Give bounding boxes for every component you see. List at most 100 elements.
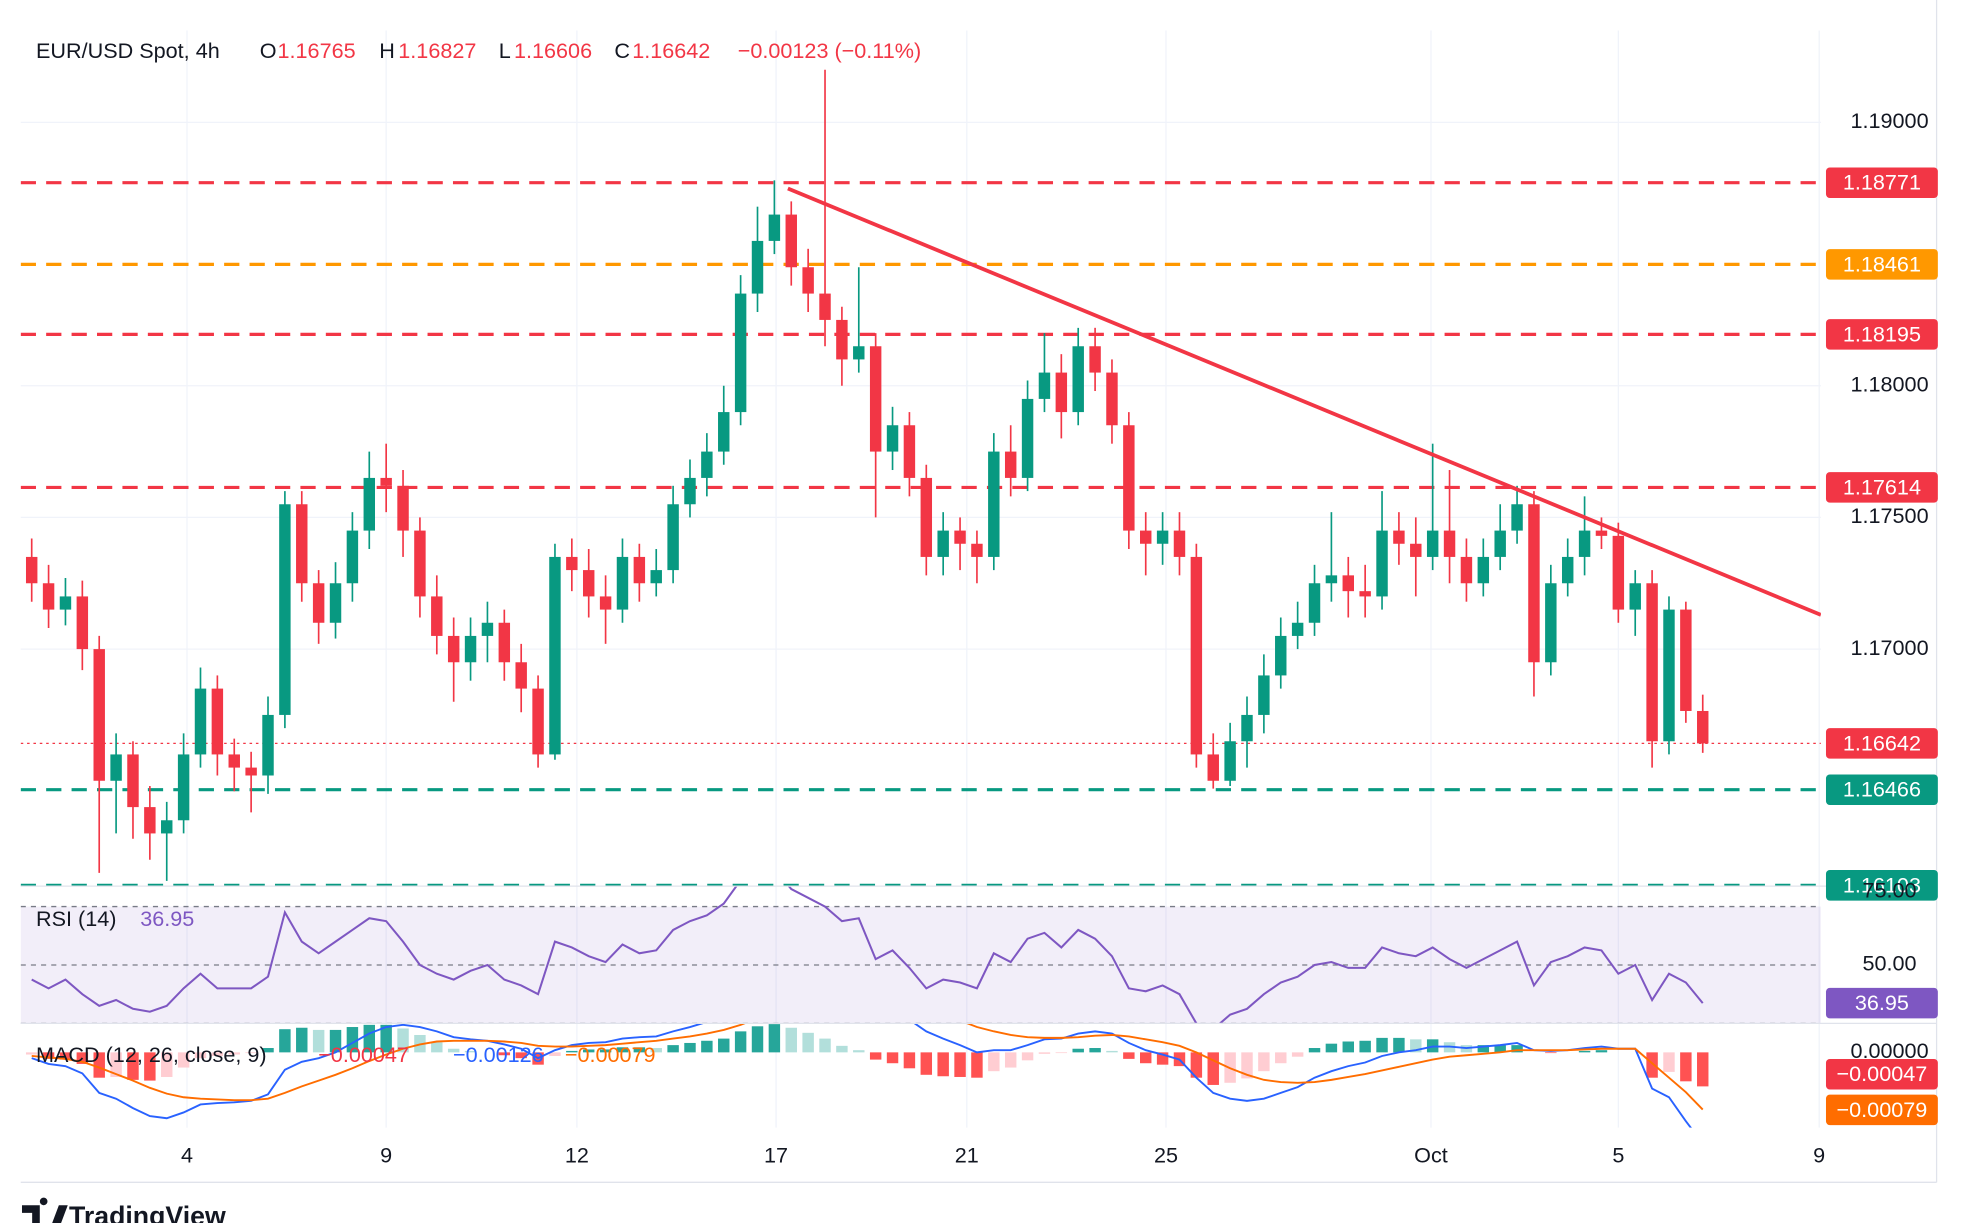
candle-body: [127, 754, 139, 808]
histogram-bar: [363, 1024, 376, 1053]
candle-body: [397, 485, 409, 531]
histogram-bar: [937, 1052, 949, 1077]
level-label-bg: [1825, 249, 1938, 280]
y-tick-label: 0.00000: [1850, 1038, 1928, 1063]
candle-body: [768, 214, 781, 241]
histogram-bar: [1207, 1052, 1219, 1085]
histogram-bar: [1545, 1052, 1557, 1054]
rsi-line: [31, 886, 1704, 1024]
histogram-bar: [920, 1052, 933, 1075]
histogram-bar: [42, 1052, 55, 1059]
trendline: [787, 186, 1821, 617]
overlay-layer: 4 9 12 17 21 25 Oct 5 9 1.17000 1.17500 1.18000 1.19…: [181, 108, 1938, 1168]
histogram-bar: [1055, 1052, 1068, 1054]
histogram-bar: [1342, 1041, 1354, 1053]
candle-body: [566, 556, 578, 571]
candle-body: [920, 477, 933, 557]
symbol: EUR/USD Spot, 4h: [36, 38, 220, 63]
histogram-bar: [768, 1024, 781, 1053]
histogram-bar: [1646, 1052, 1658, 1078]
histogram-bar: [1376, 1037, 1388, 1053]
candle-body: [1308, 583, 1321, 623]
candle-body: [1021, 398, 1034, 478]
candle-body: [954, 530, 966, 544]
histogram-bar: [498, 1052, 511, 1056]
candle-body: [228, 754, 240, 768]
candle-body: [1190, 556, 1203, 755]
histogram-bar: [988, 1052, 1000, 1072]
candle-body: [1207, 754, 1219, 781]
candle-body: [1410, 543, 1422, 557]
candle-body: [42, 583, 55, 610]
candle-body: [1612, 535, 1625, 610]
histogram-bar: [1021, 1052, 1034, 1061]
candle-body: [836, 319, 848, 360]
candle-body: [464, 635, 477, 663]
last-price-label-bg: [1825, 728, 1938, 759]
histogram-bar: [734, 1031, 747, 1053]
histogram-bar: [1308, 1048, 1321, 1053]
level-label-bg: [1825, 472, 1938, 503]
candle-body: [853, 346, 865, 360]
candle-body: [431, 596, 443, 636]
macd-line: [31, 1023, 1692, 1128]
macd-label: −0.00047: [1837, 1061, 1928, 1086]
candle-body: [414, 530, 426, 597]
histogram-bar: [431, 1042, 443, 1053]
candle-body: [262, 714, 274, 776]
ohlc-value: 1.16642: [632, 38, 710, 63]
histogram-bar: [1325, 1043, 1338, 1053]
histogram-bar: [262, 1048, 274, 1053]
y-tick-label: 1.17500: [1850, 503, 1928, 528]
y-tick-label: 1.19000: [1850, 108, 1928, 133]
histogram-bar: [397, 1028, 409, 1053]
histogram-bar: [1680, 1052, 1692, 1082]
candle-body: [988, 451, 1000, 557]
ohlc-key: C: [614, 38, 630, 63]
candle-body: [650, 570, 662, 584]
histogram-bar: [76, 1052, 89, 1064]
candle-body: [1038, 372, 1051, 399]
y-tick-label: 1.17000: [1850, 635, 1928, 660]
candle-body: [515, 662, 527, 689]
macd-legend-value: −0.00047: [318, 1042, 409, 1067]
candle-body: [110, 754, 122, 781]
candle-body: [1359, 591, 1371, 597]
histogram-bar: [329, 1029, 342, 1053]
macd-legend-value: −0.00079: [565, 1042, 656, 1067]
x-tick-label: Oct: [1414, 1143, 1448, 1168]
histogram-bar: [194, 1052, 207, 1059]
histogram-bar: [144, 1052, 156, 1081]
macd-legend-value: −0.00126: [453, 1042, 544, 1067]
candle-body: [498, 622, 511, 663]
candle-body: [1545, 583, 1557, 663]
x-tick-label: 9: [380, 1143, 392, 1168]
ohlc-value: 1.16606: [514, 38, 592, 63]
candle-body: [819, 293, 831, 320]
histogram-bar: [1477, 1045, 1490, 1053]
histogram-bar: [1190, 1052, 1203, 1078]
histogram-bar: [903, 1052, 916, 1069]
histogram-bar: [633, 1047, 646, 1053]
candle-body: [1325, 575, 1338, 584]
candle-body: [886, 425, 899, 452]
histogram-bar: [1072, 1048, 1084, 1053]
ohlc-key: L: [499, 38, 511, 63]
histogram-bar: [616, 1047, 629, 1053]
macd-label-bg: [1825, 1059, 1938, 1090]
candle-body: [1680, 609, 1692, 711]
candle-body: [481, 622, 494, 636]
candle-body: [312, 583, 325, 623]
rsi-value: 36.95: [140, 906, 194, 931]
histogram-bar: [785, 1027, 797, 1053]
ohlc-key: O: [260, 38, 277, 63]
candle-body: [1156, 530, 1169, 544]
candle-body: [1663, 609, 1675, 742]
x-tick-label: 17: [764, 1143, 788, 1168]
histogram-bar: [211, 1052, 224, 1056]
histogram-bar: [228, 1052, 240, 1055]
logo: [21, 1197, 68, 1223]
level-label-bg: [1825, 167, 1938, 198]
change: −0.00123 (−0.11%): [738, 38, 921, 63]
